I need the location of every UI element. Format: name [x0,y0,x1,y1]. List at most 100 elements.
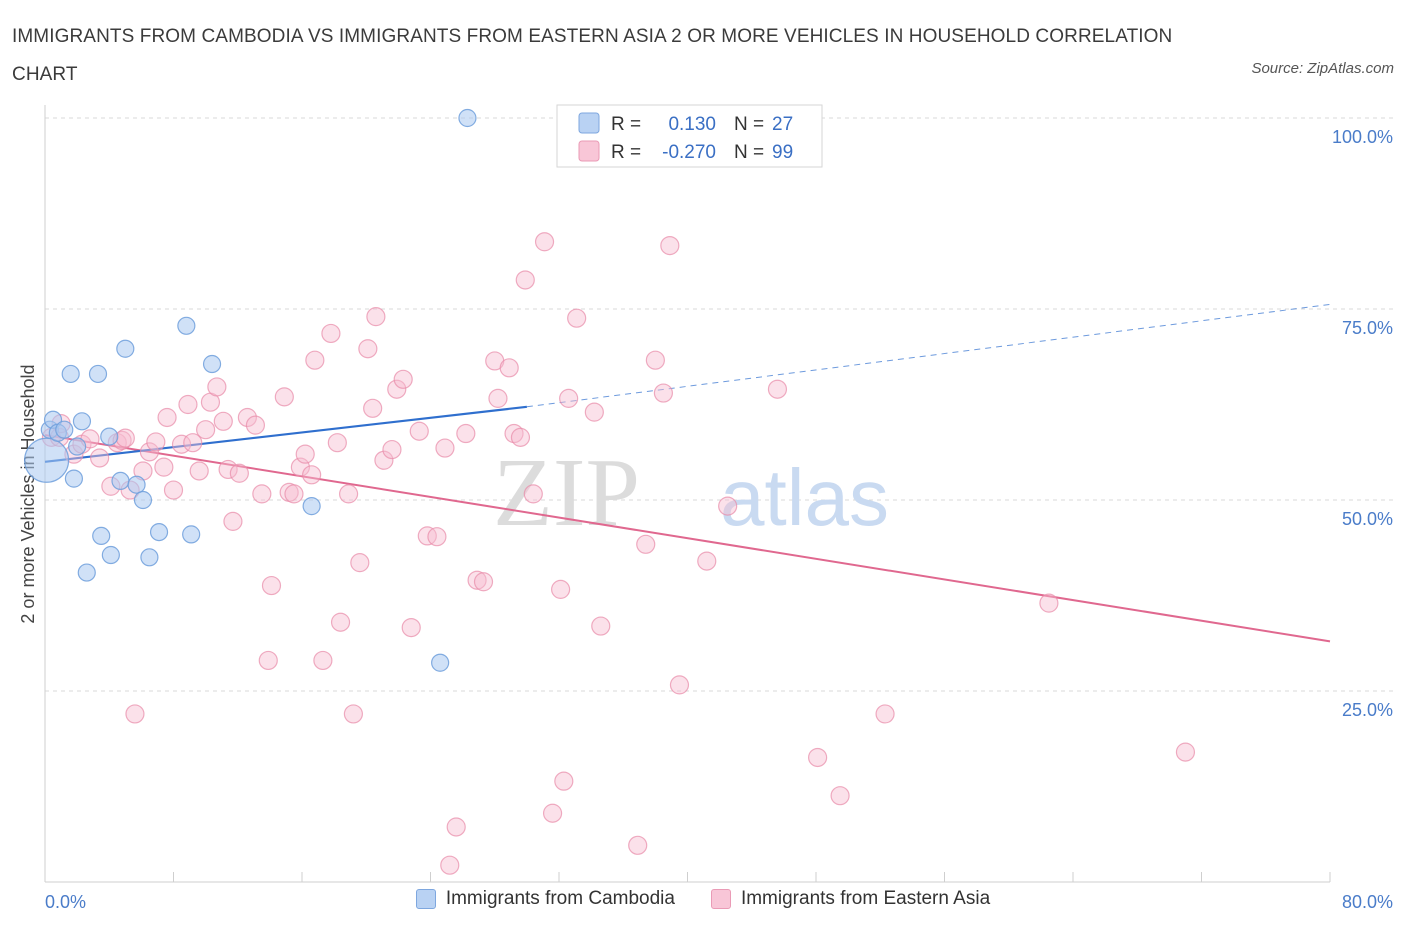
watermark-zip: ZIP [493,439,640,547]
data-point-eastern-asia [591,616,611,636]
data-point-cambodia [116,339,135,358]
data-point-eastern-asia [125,704,145,724]
trend-line-cambodia-extension [526,303,1331,408]
legend-swatch-cambodia [578,112,600,134]
data-point-cambodia [202,354,222,374]
x-tick-label-max: 80.0% [1342,892,1393,912]
data-point-cambodia [177,316,196,335]
data-point-cambodia [149,522,169,542]
data-point-cambodia [302,497,321,516]
data-point-eastern-asia [284,484,304,504]
data-point-eastern-asia [534,232,555,252]
data-point-eastern-asia [237,407,257,428]
data-point-cambodia [182,525,201,544]
chart-title: IMMIGRANTS FROM CAMBODIA VS IMMIGRANTS F… [12,26,1173,85]
data-point-eastern-asia [343,704,363,724]
data-point-eastern-asia [1175,742,1196,762]
data-point-cambodia [68,437,87,456]
data-point-eastern-asia [327,433,347,453]
data-point-cambodia [458,108,477,128]
legend-swatch-cambodia-bottom [415,889,436,909]
data-point-eastern-asia [660,235,680,256]
data-point-cambodia [61,364,80,384]
series-legend: Immigrants from Cambodia Immigrants from… [0,888,1406,910]
data-point-eastern-asia [154,457,174,477]
data-point-eastern-asia [261,575,282,596]
data-point-eastern-asia [229,463,249,483]
legend-r-label-cambodia: R = [611,114,641,135]
data-point-cambodia [24,437,70,483]
data-point-eastern-asia [115,428,135,448]
legend-n-label-eastern-asia: N = [734,142,764,163]
grid-lines [45,117,1395,692]
data-point-eastern-asia [295,444,315,464]
data-point-eastern-asia [440,855,460,875]
legend-box [556,104,823,168]
data-point-eastern-asia [435,438,455,458]
axes [44,105,1331,883]
data-point-eastern-asia [313,650,333,671]
y-tick-labels: 25.0% 50.0% 75.0% 100.0% [1332,127,1393,720]
correlation-legend: R = 0.130 N = 27 R = -0.270 N = 99 [556,104,823,168]
data-point-eastern-asia [218,459,238,480]
data-point-eastern-asia [551,579,571,599]
data-point-eastern-asia [409,421,429,441]
data-point-eastern-asia [305,350,325,370]
data-point-cambodia [140,548,159,567]
legend-item-eastern-asia: Immigrants from Eastern Asia [710,888,990,910]
data-point-eastern-asia [808,747,828,768]
data-point-eastern-asia [830,786,850,806]
data-point-eastern-asia [515,270,535,290]
legend-swatch-eastern-asia-bottom [710,889,731,909]
data-point-eastern-asia [473,572,494,592]
data-point-eastern-asia [245,415,266,435]
data-point-cambodia [55,420,74,439]
data-point-eastern-asia [417,526,437,546]
data-point-eastern-asia [258,650,278,671]
data-point-eastern-asia [163,480,184,500]
data-point-cambodia [127,475,146,494]
watermark-atlas: atlas [720,453,889,542]
y-axis-label: 2 or more Vehicles in Household [18,364,38,623]
data-point-eastern-asia [274,387,294,407]
data-point-cambodia [101,545,120,565]
data-point-eastern-asia [302,465,322,485]
data-point-eastern-asia [636,534,656,554]
data-point-eastern-asia [350,553,370,573]
trend-line-cambodia [44,405,527,463]
data-point-cambodia [77,563,96,582]
legend-r-value-eastern-asia: -0.270 [662,142,716,163]
source-label: Source: ZipAtlas.com [1251,60,1394,77]
data-point-eastern-asia [374,450,394,470]
data-point-eastern-asia [330,612,351,632]
legend-swatch-eastern-asia [578,140,600,162]
data-point-eastern-asia [542,803,563,823]
data-point-cambodia [88,364,108,384]
data-point-eastern-asia [358,339,378,359]
data-point-cambodia [64,469,84,488]
data-point-cambodia [111,471,130,490]
data-point-eastern-asia [382,439,402,460]
data-point-eastern-asia [488,388,508,408]
series-cambodia-points [24,108,477,672]
data-point-cambodia [100,427,119,446]
data-point-eastern-asia [207,377,227,397]
y-tick-label: 100.0% [1332,127,1393,147]
y-tick-label: 75.0% [1342,318,1393,338]
data-point-eastern-asia [366,307,386,327]
legend-label-cambodia: Immigrants from Cambodia [445,888,675,909]
data-point-eastern-asia [90,448,110,468]
trend-lines [44,303,1331,643]
data-point-eastern-asia [567,308,587,328]
legend-r-label-eastern-asia: R = [611,142,641,163]
data-point-eastern-asia [338,484,359,504]
data-point-eastern-asia [767,379,788,399]
data-point-eastern-asia [139,442,160,462]
data-point-eastern-asia [387,379,407,399]
y-tick-label: 50.0% [1342,509,1393,529]
data-point-eastern-asia [213,411,233,431]
data-point-eastern-asia [628,835,648,855]
data-point-eastern-asia [510,427,531,447]
data-point-eastern-asia [697,551,717,571]
x-tick-label-min: 0.0% [45,892,86,912]
